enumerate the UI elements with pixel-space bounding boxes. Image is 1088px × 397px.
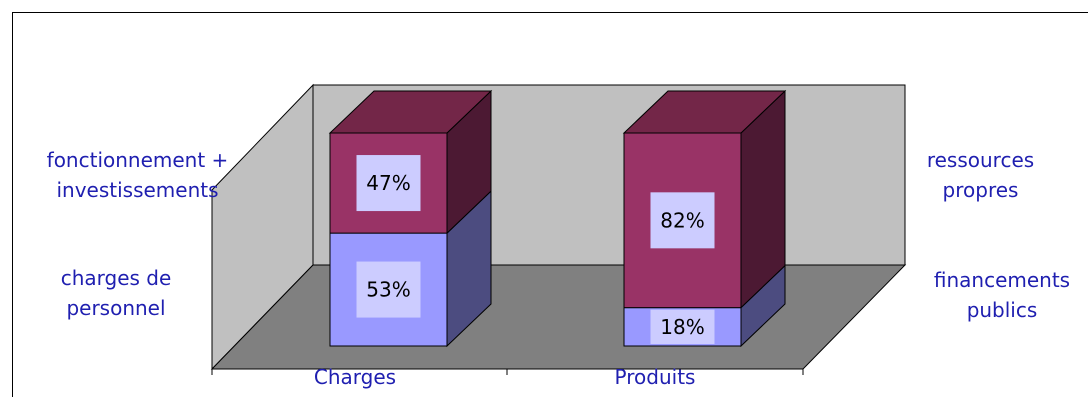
annotation-charges-upper: fonctionnement + investissements [46, 148, 229, 202]
annotation-produits-lower: financements publics [933, 268, 1071, 322]
annotation-produits-upper: ressources propres [926, 148, 1035, 202]
bar-top [622, 90, 787, 134]
annotation-charges-lower: charges de personnel [60, 266, 172, 320]
x-tick-label: Produits [614, 365, 696, 389]
data-label-box [650, 192, 715, 249]
chart-frame [12, 12, 1088, 397]
data-label-box [356, 155, 421, 212]
data-label: 47% [366, 171, 410, 195]
data-label: 53% [366, 278, 410, 302]
x-tick-label: Charges [313, 365, 397, 389]
data-label: 18% [660, 315, 704, 339]
bar-top [328, 90, 493, 134]
data-label: 82% [660, 208, 704, 232]
data-label-box [356, 261, 421, 318]
data-label-box [650, 309, 715, 344]
floor [210, 264, 907, 370]
